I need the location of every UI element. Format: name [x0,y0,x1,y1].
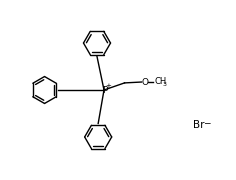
Text: CH: CH [154,77,166,86]
Text: P: P [102,86,107,95]
Text: Br: Br [193,120,204,130]
Text: +: + [106,84,112,89]
Text: −: − [203,118,211,127]
Text: O: O [141,78,148,87]
Text: 3: 3 [163,82,167,87]
